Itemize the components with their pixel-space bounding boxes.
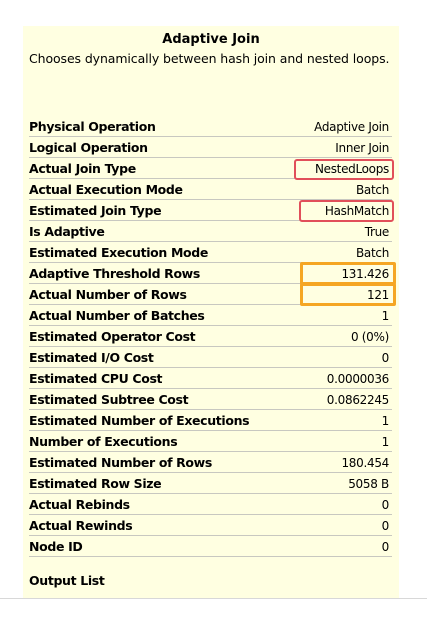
property-label: Estimated I/O Cost (29, 350, 154, 365)
property-value: 0 (381, 540, 390, 554)
property-value: 1 (381, 414, 390, 428)
property-row-estimated-subtree-cost: Estimated Subtree Cost 0.0862245 (29, 389, 392, 410)
property-row-actual-rewinds: Actual Rewinds 0 (29, 515, 392, 536)
property-row-estimated-number-of-executions: Estimated Number of Executions 1 (29, 410, 392, 431)
property-row-physical-operation: Physical Operation Adaptive Join (29, 116, 392, 137)
property-value: Batch (356, 246, 389, 260)
property-value: 0 (381, 351, 390, 365)
property-value: Adaptive Join (314, 120, 389, 134)
property-label: Estimated Row Size (29, 476, 162, 491)
property-label: Actual Number of Rows (29, 287, 187, 302)
property-row-actual-execution-mode: Actual Execution Mode Batch (29, 179, 392, 200)
property-label: Actual Join Type (29, 161, 136, 176)
property-row-actual-rebinds: Actual Rebinds 0 (29, 494, 392, 515)
property-label: Actual Execution Mode (29, 182, 183, 197)
property-value: 180.454 (341, 456, 389, 470)
property-value: 0 (381, 498, 390, 512)
property-label: Estimated Execution Mode (29, 245, 208, 260)
orange-highlight-box (300, 262, 396, 285)
property-label: Estimated Number of Rows (29, 455, 212, 470)
property-label: Actual Rebinds (29, 497, 130, 512)
property-value: Batch (356, 183, 389, 197)
output-list-heading: Output List (29, 573, 105, 588)
property-row-node-id: Node ID 0 (29, 536, 392, 557)
property-value: Inner Join (335, 141, 389, 155)
property-value: HashMatch (324, 204, 389, 218)
property-label: Actual Number of Batches (29, 308, 205, 323)
red-highlight-box (294, 159, 394, 180)
property-row-actual-number-of-batches: Actual Number of Batches 1 (29, 305, 392, 326)
property-label: Estimated Join Type (29, 203, 162, 218)
tooltip-title: Adaptive Join (162, 32, 260, 47)
property-label: Number of Executions (29, 434, 178, 449)
property-value: 131.426 (341, 267, 389, 281)
property-value: 1 (381, 435, 390, 449)
property-row-adaptive-threshold-rows: Adaptive Threshold Rows 131.426 (29, 262, 396, 285)
property-row-estimated-row-size: Estimated Row Size 5058 B (29, 473, 392, 494)
red-highlight-box (299, 200, 394, 222)
orange-highlight-box (300, 283, 396, 306)
property-value: 5058 B (348, 477, 389, 491)
property-value: 0.0000036 (326, 372, 390, 386)
property-label: Actual Rewinds (29, 518, 133, 533)
property-row-estimated-join-type: Estimated Join Type HashMatch (29, 200, 394, 222)
property-row-estimated-number-of-rows: Estimated Number of Rows 180.454 (29, 452, 392, 473)
property-value: 1 (381, 309, 390, 323)
property-row-number-of-executions: Number of Executions 1 (29, 431, 392, 452)
property-value: 121 (366, 288, 389, 302)
property-value: NestedLoops (314, 162, 389, 176)
property-label: Is Adaptive (29, 224, 105, 239)
properties-table: Physical Operation Adaptive Join Logical… (29, 116, 396, 557)
property-row-estimated-cpu-cost: Estimated CPU Cost 0.0000036 (29, 368, 392, 389)
property-label: Logical Operation (29, 140, 148, 155)
property-label: Estimated Operator Cost (29, 329, 196, 344)
property-label: Estimated Subtree Cost (29, 392, 189, 407)
property-label: Estimated CPU Cost (29, 371, 163, 386)
properties-tooltip: Adaptive Join Chooses dynamically betwee… (23, 26, 399, 598)
property-row-logical-operation: Logical Operation Inner Join (29, 137, 392, 158)
property-row-estimated-execution-mode: Estimated Execution Mode Batch (29, 242, 392, 263)
property-label: Adaptive Threshold Rows (29, 266, 200, 281)
property-label: Estimated Number of Executions (29, 413, 250, 428)
property-row-estimated-operator-cost: Estimated Operator Cost 0 (0%) (29, 326, 392, 347)
property-row-is-adaptive: Is Adaptive True (29, 221, 392, 242)
bottom-separator (0, 598, 427, 629)
property-label: Physical Operation (29, 119, 156, 134)
property-row-estimated-io-cost: Estimated I/O Cost 0 (29, 347, 392, 368)
property-value: 0 (0%) (350, 330, 389, 344)
tooltip-description: Chooses dynamically between hash join an… (29, 51, 390, 66)
property-row-actual-number-of-rows: Actual Number of Rows 121 (29, 283, 396, 306)
property-label: Node ID (29, 539, 83, 554)
property-row-actual-join-type: Actual Join Type NestedLoops (29, 158, 394, 180)
property-value: 0.0862245 (326, 393, 390, 407)
property-value: 0 (381, 519, 390, 533)
property-value: True (364, 225, 390, 239)
